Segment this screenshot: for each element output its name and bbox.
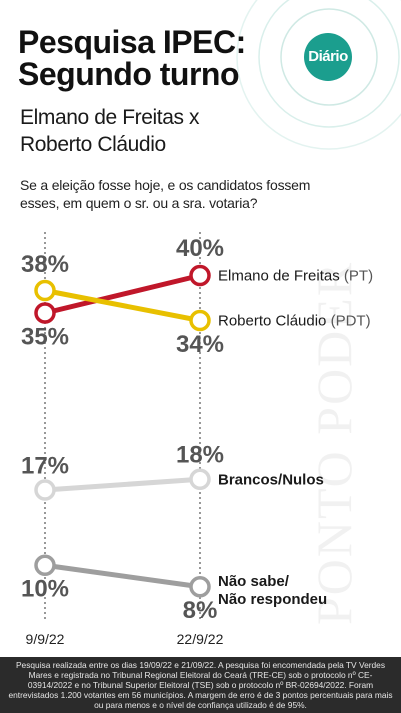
series-line-brancos-nulos	[42, 476, 203, 493]
series-line-nao-sabe-nao-respondeu	[42, 562, 203, 590]
data-label: 18%	[176, 442, 224, 469]
data-point-brancos-nulos	[34, 479, 56, 501]
data-label: 10%	[21, 576, 69, 603]
data-label: 38%	[21, 251, 69, 278]
data-label: 40%	[176, 235, 224, 262]
data-point-brancos-nulos	[189, 468, 211, 490]
series-label-roberto-claudio: Roberto Cláudio (PDT)	[218, 313, 371, 330]
x-tick-label: 22/9/22	[177, 631, 224, 647]
series-line-elmano-de-freitas	[42, 273, 203, 316]
series-label-nao-sabe-nao-respondeu-line2: Não respondeu	[218, 591, 327, 608]
series-line-roberto-claudio	[42, 288, 203, 323]
slope-chart: 9/9/22 22/9/22 35% 40% Elmano de Freitas (PT…	[21, 232, 373, 647]
series-label-brancos-nulos: Brancos/Nulos	[218, 471, 324, 488]
data-label: 35%	[21, 323, 69, 350]
data-point-roberto-claudio	[34, 279, 56, 302]
diario-logo: Diário	[304, 33, 352, 81]
data-label: 34%	[176, 331, 224, 358]
series-label-elmano-de-freitas: Elmano de Freitas (PT)	[218, 268, 373, 285]
data-label: 8%	[183, 597, 218, 624]
footer-note: Pesquisa realizada entre os dias 19/09/2…	[0, 657, 401, 713]
page-subtitle: Elmano de Freitas x Roberto Cláudio	[20, 106, 200, 156]
page-title: Pesquisa IPEC: Segundo turno	[18, 24, 246, 92]
x-tick-label: 9/9/22	[26, 631, 65, 647]
data-point-nao-sabe-nao-respondeu	[34, 554, 56, 576]
data-point-roberto-claudio	[189, 309, 211, 332]
series-label-nao-sabe-nao-respondeu: Não sabe/	[218, 573, 290, 590]
data-point-elmano-de-freitas	[189, 264, 211, 287]
survey-question: Se a eleição fosse hoje, e os candidatos…	[20, 177, 311, 211]
data-point-elmano-de-freitas	[34, 302, 56, 324]
data-label: 17%	[21, 452, 69, 479]
data-point-nao-sabe-nao-respondeu	[189, 576, 211, 598]
